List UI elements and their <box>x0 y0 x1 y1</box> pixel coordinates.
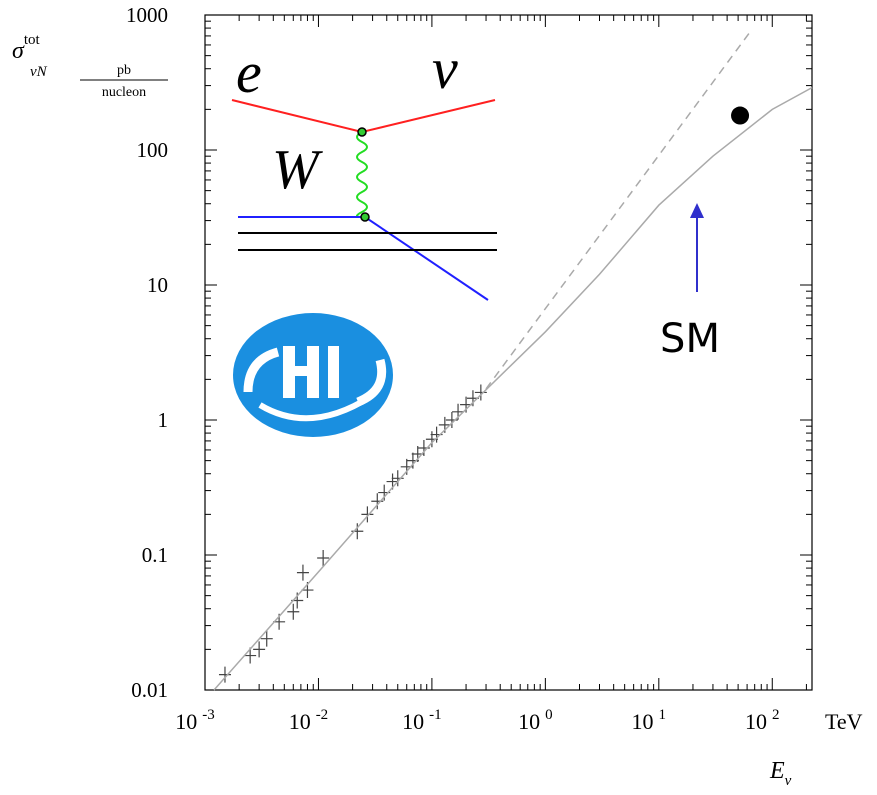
y-tick-label: 1000 <box>126 3 168 27</box>
data-point <box>361 506 374 523</box>
y-tick-label: 100 <box>137 138 169 162</box>
x-tick-label: 10 -2 <box>289 707 329 734</box>
y-label-subscript: νN <box>30 64 48 80</box>
data-point <box>260 630 273 647</box>
w-boson <box>356 131 368 218</box>
plot-frame <box>204 14 813 691</box>
x-tick-base: 10 <box>289 709 311 734</box>
y-axis-label: σtot <box>12 32 41 64</box>
x-tick-label: 10 0 <box>518 707 553 734</box>
x-tick-base: 10 <box>402 709 424 734</box>
y-tick-label: 0.1 <box>142 543 168 567</box>
data-point <box>287 603 300 620</box>
annotation-arrowhead <box>690 203 704 218</box>
h1-logo <box>233 313 393 437</box>
curve <box>485 29 753 390</box>
y-label-unit: pb <box>117 63 131 78</box>
x-tick-label: 10 -3 <box>175 707 215 734</box>
inset-label: e <box>236 40 262 105</box>
data-point <box>317 550 330 567</box>
x-tick-exponent: 2 <box>772 707 780 723</box>
x-tick-base: 10 <box>175 709 197 734</box>
x-tick-exponent: -3 <box>202 707 215 723</box>
x-axis-label: Eν <box>769 758 792 789</box>
data-point <box>296 564 309 581</box>
data-point <box>391 470 404 487</box>
data-point <box>253 641 266 658</box>
x-tick-exponent: -1 <box>429 707 442 723</box>
x-tick-label: 10 1 <box>632 707 667 734</box>
data-point <box>731 106 750 125</box>
data-point <box>218 666 231 683</box>
y-label-symbol: σ <box>12 38 25 64</box>
data-point <box>474 384 487 401</box>
logo-glyph <box>283 366 319 376</box>
x-tick-label: 10 2 <box>745 707 780 734</box>
data-point <box>371 493 384 510</box>
feynman-diagram: e ν W <box>231 36 497 301</box>
data-point <box>351 523 364 540</box>
x-label-symbol: E <box>769 758 785 784</box>
inset-label: ν <box>432 36 458 101</box>
x-tick-base: 10 <box>745 709 767 734</box>
x-tick-exponent: 1 <box>659 707 667 723</box>
x-tick-label: 10 -1 <box>402 707 442 734</box>
annotation: SM <box>660 316 720 362</box>
vertex <box>357 127 367 137</box>
curve <box>213 86 813 691</box>
x-tick-base: 10 <box>632 709 654 734</box>
quark-line <box>238 216 489 301</box>
y-tick-label: 0.01 <box>131 678 168 702</box>
x-tick-exponent: -2 <box>316 707 329 723</box>
inset-label: W <box>272 139 323 201</box>
logo-glyph <box>328 346 339 398</box>
y-label-unit: nucleon <box>102 85 146 100</box>
y-tick-label: 10 <box>147 273 168 297</box>
x-axis-unit: TeV <box>825 709 863 734</box>
y-label-superscript: tot <box>24 32 41 48</box>
vertex <box>360 212 370 222</box>
electron-line <box>231 99 496 134</box>
logo-swoosh <box>258 394 372 422</box>
x-label-subscript: ν <box>785 773 792 789</box>
x-tick-exponent: 0 <box>545 707 553 723</box>
x-tick-base: 10 <box>518 709 540 734</box>
y-tick-label: 1 <box>158 408 169 432</box>
